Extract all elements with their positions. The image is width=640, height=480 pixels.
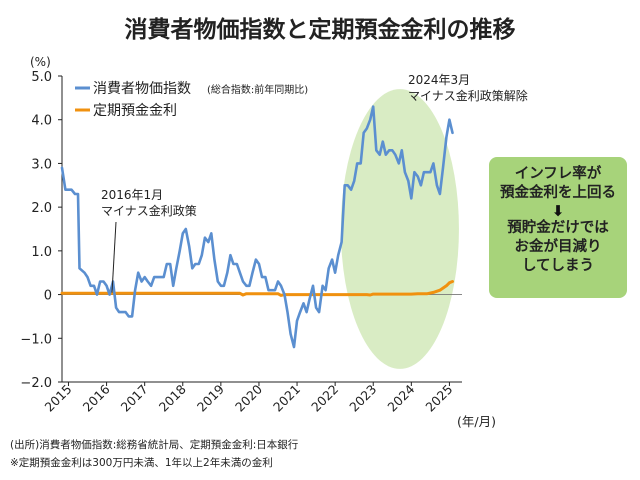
legend-label: 消費者物価指数	[93, 81, 191, 97]
callout-line-5: してしまう	[521, 258, 595, 274]
x-tick-label: 2023	[346, 382, 379, 415]
y-tick-label: 4.0	[31, 114, 52, 129]
callout-line-1: インフレ率が	[514, 166, 602, 182]
x-tick-label: 2017	[118, 382, 151, 415]
y-unit-label: (%)	[30, 55, 51, 69]
callout-line-2: 預金金利を上回る	[500, 185, 616, 201]
y-tick-label: 2.0	[31, 201, 52, 216]
x-tick-label: 2024	[384, 381, 417, 414]
y-tick-label: 0	[44, 289, 52, 304]
inflation-callout: インフレ率が 預金金利を上回る ⬇ 預貯金だけでは お金が目減り してしまう	[489, 157, 627, 298]
y-tick-label: −1.0	[20, 332, 52, 347]
callout-line-4: お金が目減り	[514, 239, 602, 255]
legend-label: 定期預金金利	[93, 103, 177, 119]
x-unit-label: (年/月)	[457, 414, 496, 429]
chart-title: 消費者物価指数と定期預金金利の推移	[124, 17, 516, 43]
y-tick-label: 1.0	[31, 245, 52, 260]
y-tick-label: −2.0	[20, 376, 52, 391]
annotation-line: 2024年3月	[408, 73, 470, 87]
down-arrow-icon: ⬇	[551, 202, 565, 220]
x-tick-label: 2022	[308, 382, 341, 415]
x-tick-label: 2021	[270, 382, 303, 415]
annotation-line: 2016年1月	[101, 188, 163, 202]
source-note: (出所)消費者物価指数:総務省統計局、定期預金金利:日本銀行	[10, 439, 299, 451]
x-tick-label: 2019	[194, 381, 227, 414]
callout-line-3: 預貯金だけでは	[507, 220, 609, 236]
y-tick-label: 5.0	[31, 70, 52, 85]
annotation-leader-line	[111, 221, 117, 293]
y-tick-label: 3.0	[31, 157, 52, 172]
annotation-line: マイナス金利政策	[101, 203, 197, 218]
deposit-rate-note: ※定期預金金利は300万円未満、1年以上2年未満の金利	[10, 457, 273, 469]
cpi-series-line	[60, 105, 454, 349]
x-tick-label: 2025	[422, 382, 455, 415]
legend-note: (総合指数:前年同期比)	[207, 83, 308, 96]
deposit-rate-series-line	[60, 280, 454, 297]
x-tick-label: 2018	[156, 381, 189, 414]
x-tick-label: 2020	[232, 381, 265, 414]
highlight-region	[340, 89, 459, 369]
annotation-line: マイナス金利政策解除	[408, 88, 528, 103]
x-tick-label: 2016	[80, 381, 113, 414]
